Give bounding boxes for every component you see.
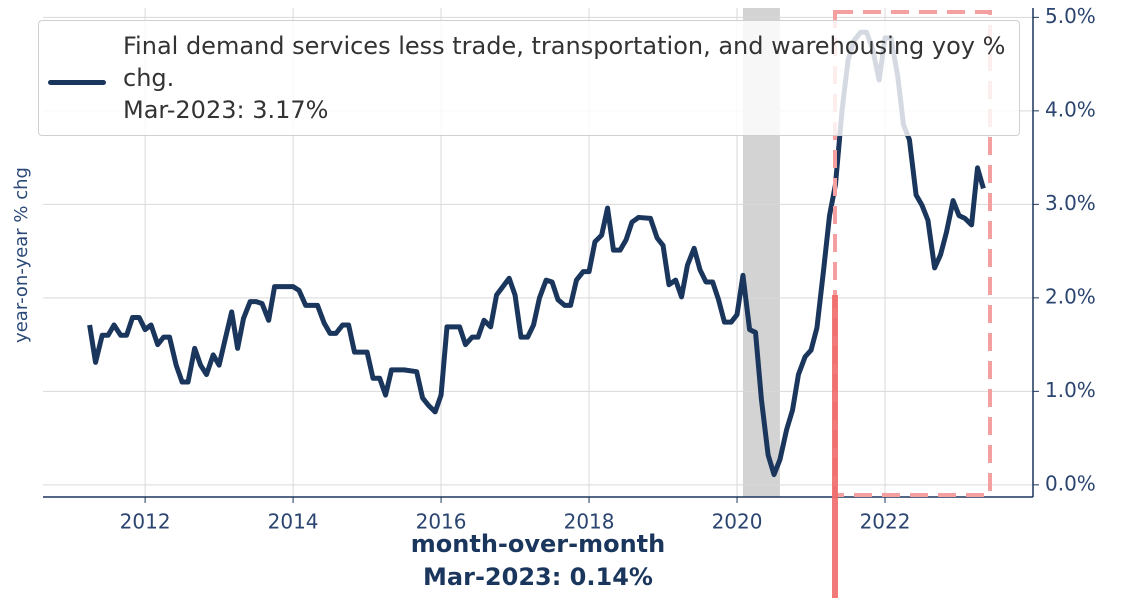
annotation: Mar-2023: 0.14% [423, 563, 653, 591]
x-tick-label: 2014 [268, 510, 319, 534]
annotation: month-over-month [411, 530, 665, 558]
legend-note: Mar-2023: 3.17% [123, 96, 329, 124]
legend-label: Final demand services less trade, transp… [123, 32, 1006, 92]
x-tick-label: 2022 [860, 510, 911, 534]
x-tick-label: 2016 [416, 510, 467, 534]
x-tick-label: 2012 [120, 510, 171, 534]
y-tick-label: 0.0% [1045, 471, 1096, 495]
x-tick-label: 2018 [564, 510, 615, 534]
highlight-box [833, 10, 992, 497]
legend-swatch [48, 80, 106, 85]
y-tick-label: 3.0% [1045, 191, 1096, 215]
y-tick-label: 4.0% [1045, 97, 1096, 121]
y-tick-label: 5.0% [1045, 4, 1096, 28]
x-tick-label: 2020 [712, 510, 763, 534]
legend: Final demand services less trade, transp… [38, 20, 1020, 136]
mom-bar [832, 295, 838, 598]
legend-text: Final demand services less trade, transp… [123, 30, 1013, 126]
y-axis-label: year-on-year % chg [11, 167, 32, 343]
y-tick-label: 2.0% [1045, 284, 1096, 308]
y-tick-label: 1.0% [1045, 378, 1096, 402]
